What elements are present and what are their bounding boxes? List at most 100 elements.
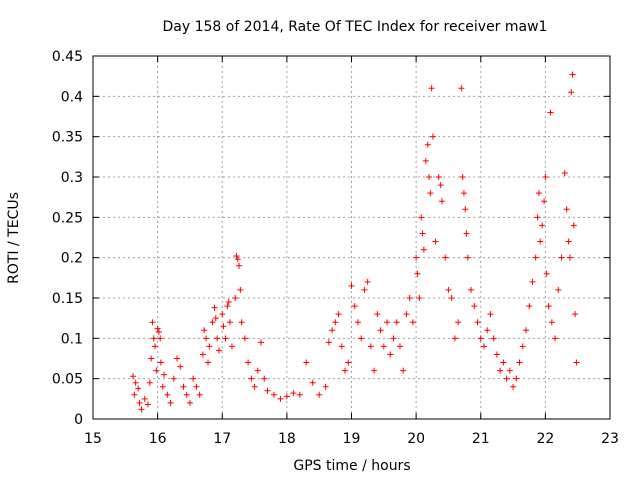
data-point — [203, 335, 210, 342]
y-axis-ticks: 0 0.05 0.1 0.15 0.2 0.25 0.3 0.35 0.4 0.45 — [52, 49, 610, 428]
y-tick-label: 0.25 — [52, 210, 83, 226]
data-point — [503, 375, 510, 382]
data-point — [435, 174, 442, 180]
x-tick-label: 23 — [601, 431, 619, 447]
data-point — [157, 359, 164, 366]
data-point — [149, 319, 156, 326]
x-tick-label: 16 — [149, 431, 167, 447]
data-point — [364, 278, 371, 285]
data-point — [552, 335, 559, 342]
data-point — [451, 335, 458, 342]
data-point — [216, 347, 223, 354]
data-point — [222, 335, 229, 342]
data-point — [416, 295, 423, 301]
data-point — [455, 319, 462, 326]
data-point — [429, 133, 436, 140]
data-point — [329, 327, 336, 334]
y-tick-label: 0.15 — [52, 291, 83, 307]
data-point — [361, 286, 368, 293]
data-point — [484, 327, 491, 334]
data-point — [380, 343, 387, 350]
data-point — [193, 383, 200, 390]
data-point — [146, 379, 153, 386]
data-point — [403, 311, 410, 318]
data-point — [131, 391, 138, 398]
data-point — [201, 327, 208, 334]
data-point — [510, 383, 517, 390]
data-point — [561, 169, 568, 176]
data-point — [409, 319, 416, 326]
data-point — [371, 367, 378, 374]
data-point — [159, 383, 166, 390]
data-point — [555, 286, 562, 293]
data-point — [565, 238, 572, 245]
data-point — [462, 206, 469, 213]
data-point — [529, 278, 536, 285]
data-point — [413, 254, 420, 261]
data-point — [190, 375, 197, 382]
data-point — [205, 359, 212, 366]
y-tick-label: 0.35 — [52, 130, 83, 146]
data-point — [251, 383, 258, 390]
data-point — [316, 391, 323, 398]
data-point — [471, 303, 478, 310]
data-point — [468, 286, 475, 293]
data-point — [438, 198, 445, 205]
data-point — [480, 343, 487, 350]
x-tick-label: 22 — [536, 431, 554, 447]
data-point — [545, 303, 552, 310]
data-point — [164, 391, 171, 398]
y-axis-label: ROTI / TECUs — [6, 192, 22, 284]
data-point — [199, 351, 206, 358]
data-point — [138, 406, 145, 413]
data-point — [513, 375, 520, 382]
data-point — [526, 303, 533, 310]
data-point — [290, 390, 297, 397]
data-point — [532, 254, 539, 261]
data-point — [493, 351, 500, 358]
data-point — [566, 254, 573, 261]
data-point — [459, 174, 466, 180]
data-point — [384, 319, 391, 326]
data-point — [390, 335, 397, 342]
data-point — [437, 182, 444, 189]
data-point — [424, 141, 431, 148]
chart-grid — [93, 56, 610, 419]
data-point — [167, 399, 174, 406]
data-point — [458, 85, 465, 92]
data-point — [264, 387, 271, 394]
data-point — [474, 319, 481, 326]
data-point — [445, 286, 452, 293]
data-point — [248, 375, 255, 382]
data-point — [428, 85, 435, 92]
data-point — [563, 206, 570, 213]
data-point — [418, 214, 425, 221]
data-point — [225, 299, 232, 306]
data-point — [211, 304, 218, 311]
data-point — [539, 222, 546, 229]
x-tick-label: 17 — [213, 431, 231, 447]
data-point — [522, 327, 529, 334]
y-tick-label: 0.45 — [52, 49, 83, 65]
data-point — [427, 190, 434, 197]
data-point — [170, 375, 177, 382]
data-point — [232, 295, 239, 301]
data-point — [573, 359, 580, 366]
x-tick-label: 19 — [343, 431, 361, 447]
data-point — [374, 311, 381, 318]
data-point — [186, 399, 193, 406]
data-point — [426, 174, 433, 180]
data-point — [157, 335, 164, 342]
data-point — [154, 325, 161, 332]
data-point — [180, 383, 187, 390]
data-point — [367, 343, 374, 350]
data-point — [183, 391, 190, 398]
data-point — [542, 174, 549, 180]
data-point — [150, 335, 157, 342]
data-point — [497, 367, 504, 374]
data-point — [393, 319, 400, 326]
data-point — [351, 303, 358, 310]
data-point — [325, 339, 332, 346]
data-point — [420, 246, 427, 253]
data-point — [296, 391, 303, 398]
